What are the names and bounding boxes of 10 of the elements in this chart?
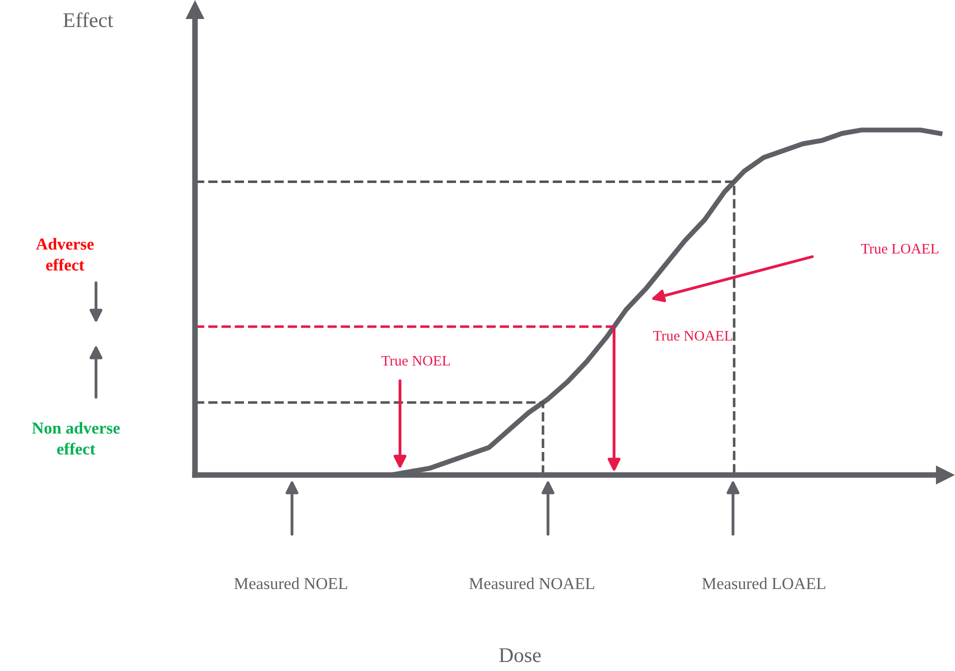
text: Measured NOEL — [234, 577, 348, 590]
text: Effect — [63, 12, 114, 28]
text: Dose — [499, 648, 541, 662]
text: Non adverse effect — [32, 422, 120, 455]
annotation: True NOEL — [381, 356, 450, 366]
text: Adverse effect — [36, 238, 94, 271]
annotation: True NOAEL — [653, 330, 732, 341]
text: Measured NOAEL — [469, 577, 594, 590]
text: Measured LOAEL — [702, 577, 826, 590]
annotation: True LOAEL — [861, 244, 938, 254]
